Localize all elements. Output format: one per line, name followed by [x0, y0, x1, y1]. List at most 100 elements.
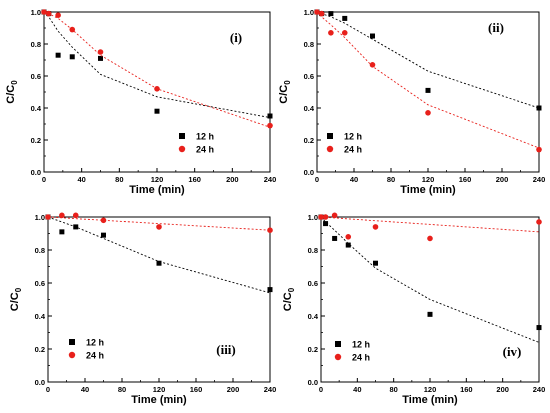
data-point [59, 212, 65, 219]
x-axis-title: Time (min) [400, 184, 456, 196]
y-tick-label: 0.6 [35, 279, 45, 288]
data-point [156, 260, 162, 266]
data-point [331, 212, 338, 219]
data-point [72, 212, 79, 219]
x-axis-title: Time (min) [402, 394, 458, 406]
data-point [45, 10, 52, 17]
y-tick-label: 0.6 [308, 279, 318, 288]
data-point [154, 86, 160, 92]
legend-marker [327, 133, 333, 139]
data-point [328, 30, 334, 36]
x-tick-label: 80 [115, 175, 123, 184]
data-point [267, 122, 273, 129]
y-tick-label: 1.0 [31, 8, 41, 17]
panel-label: (i) [230, 30, 242, 45]
legend-marker [68, 351, 76, 359]
x-tick-label: 40 [81, 385, 89, 394]
x-tick-label: 200 [226, 175, 239, 184]
data-point [55, 12, 61, 18]
y-tick-label: 0.0 [308, 378, 318, 387]
fit-line-12h [43, 11, 271, 119]
x-tick-label: 160 [190, 385, 203, 394]
x-tick-label: 240 [533, 175, 546, 184]
y-tick-label: 0.4 [31, 104, 42, 113]
panel-label: (iii) [216, 342, 236, 357]
legend-label: 24 h [352, 353, 370, 363]
data-point [425, 110, 431, 116]
data-point [73, 224, 79, 230]
data-point [341, 30, 348, 36]
x-tick-label: 120 [151, 175, 164, 184]
x-tick-label: 0 [42, 175, 46, 184]
y-tick-label: 0.8 [308, 246, 318, 255]
fit-line-24h [47, 216, 271, 231]
x-tick-label: 40 [77, 175, 85, 184]
data-point [97, 49, 104, 55]
data-point [69, 54, 75, 60]
fit-line-24h [320, 216, 540, 233]
x-tick-label: 200 [496, 175, 509, 184]
panel-label: (ii) [488, 20, 504, 35]
x-tick-label: 40 [350, 175, 358, 184]
x-tick-label: 80 [389, 385, 397, 394]
x-axis-title: Time (min) [129, 184, 185, 196]
legend-marker [69, 339, 75, 345]
x-tick-label: 0 [319, 385, 323, 394]
x-tick-label: 80 [387, 175, 395, 184]
x-tick-label: 200 [496, 385, 509, 394]
data-point [41, 9, 47, 15]
legend-label: 12 h [196, 132, 214, 142]
y-tick-label: 0.2 [308, 345, 318, 354]
y-axis-title-main: C/C [282, 292, 294, 311]
legend-label: 12 h [86, 338, 104, 348]
y-tick-label: 1.0 [304, 8, 314, 17]
y-axis-title-main: C/C [278, 85, 290, 104]
data-point [427, 235, 433, 242]
y-tick-label: 0.6 [304, 72, 314, 81]
legend-marker [334, 353, 342, 361]
data-point [536, 325, 542, 331]
data-point [59, 229, 65, 235]
legend-marker [179, 133, 185, 139]
y-axis-title-sub: 0 [10, 80, 19, 85]
data-point [373, 260, 378, 266]
fit-line-24h [316, 11, 540, 149]
data-point [55, 52, 61, 58]
data-point [536, 105, 542, 111]
legend-label: 24 h [344, 145, 362, 155]
y-tick-label: 0.8 [35, 246, 45, 255]
panel-4: 0 40 80 120 160 200 240 0.0 0.2 0.4 0.6 0.8 1.0 Time … [282, 212, 545, 406]
fit-line-12h [316, 11, 540, 109]
data-point [154, 108, 160, 114]
y-axis-title: C/C0 [9, 287, 23, 311]
data-point [536, 146, 542, 153]
y-tick-label: 0.6 [31, 72, 41, 81]
data-point [369, 62, 376, 68]
y-tick-label: 0.0 [304, 168, 314, 177]
data-point [323, 221, 329, 227]
data-point [318, 214, 324, 220]
x-tick-label: 160 [459, 175, 472, 184]
y-tick-label: 0.4 [304, 104, 315, 113]
x-tick-label: 120 [153, 385, 166, 394]
legend-marker [326, 145, 334, 153]
panel-3: 0 40 80 120 160 200 240 0.0 0.2 0.4 0.6 0.8 1.0 Time … [9, 212, 276, 406]
x-tick-label: 0 [315, 175, 319, 184]
x-tick-label: 120 [422, 175, 435, 184]
x-axis-title: Time (min) [131, 394, 187, 406]
data-point [156, 224, 162, 230]
x-tick-label: 240 [264, 175, 277, 184]
data-point [328, 11, 334, 17]
data-point [318, 10, 325, 17]
y-axis-title-sub: 0 [283, 80, 292, 85]
data-point [427, 311, 433, 317]
y-tick-label: 0.4 [308, 312, 319, 321]
panel-2: 0 40 80 120 160 200 240 0.0 0.2 0.4 0.6 0.8 1.0 Time … [278, 8, 545, 196]
y-axis-title-sub: 0 [287, 287, 296, 292]
y-tick-label: 0.2 [31, 136, 41, 145]
data-point [267, 227, 273, 233]
y-tick-label: 0.2 [35, 345, 45, 354]
data-point [267, 113, 273, 119]
